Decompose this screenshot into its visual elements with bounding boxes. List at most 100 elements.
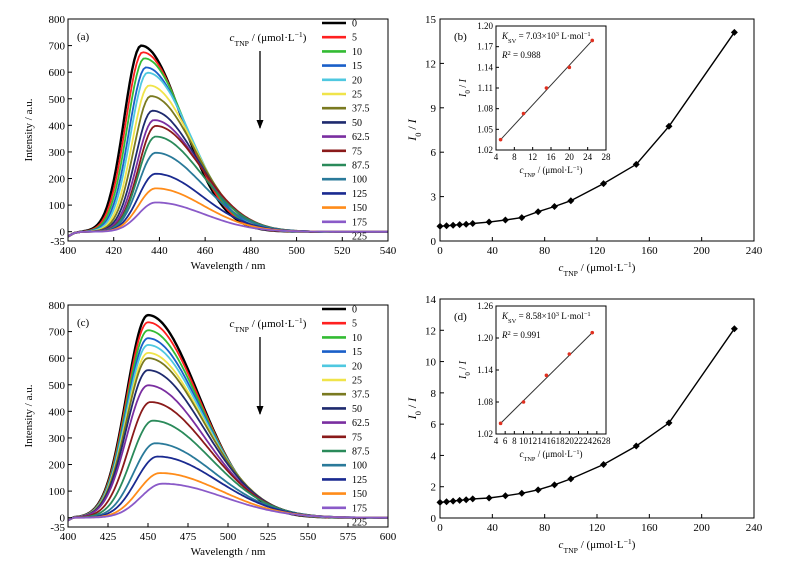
legend-entry: 37.5 [352, 104, 370, 115]
legend-entry: 25 [352, 376, 362, 387]
data-point [665, 419, 673, 427]
legend-entry: 75 [352, 432, 362, 443]
inset-x-tick-label: 28 [602, 436, 612, 446]
inset-x-tick-label: 12 [528, 436, 537, 446]
data-point [567, 197, 575, 205]
inset-x-tick-label: 16 [547, 152, 557, 162]
arrow-head [256, 406, 264, 415]
x-tick-label: 525 [260, 531, 277, 543]
y-tick-label: 600 [49, 67, 66, 79]
y-tick-label: 700 [49, 327, 66, 339]
data-point [436, 498, 444, 506]
data-point [501, 492, 509, 500]
inset-x-tick-label: 20 [565, 152, 575, 162]
inset-x-tick-label: 4 [494, 436, 499, 446]
data-point [632, 160, 640, 168]
x-tick-label: 0 [437, 245, 443, 257]
x-tick-label: 120 [589, 522, 606, 534]
fit-line [500, 40, 593, 141]
inset-x-axis-label: cTNP / (μmol·L−1) [520, 449, 583, 463]
ksv-annotation: KSV = 8.58×103 L·mol−1 [501, 311, 591, 325]
x-tick-label: 200 [693, 245, 710, 257]
inset-data-point [567, 65, 572, 70]
inset-frame [495, 25, 607, 151]
x-tick-label: 450 [140, 531, 157, 543]
legend-entry: 75 [352, 146, 362, 157]
x-tick-label: 40 [487, 522, 499, 534]
x-tick-label: 480 [243, 245, 260, 257]
data-point [462, 496, 470, 504]
legend-entry: 10 [352, 333, 362, 344]
data-point [443, 222, 451, 230]
spectrum-curve [67, 313, 388, 522]
inset-data-point [590, 330, 595, 335]
legend-entry: 62.5 [352, 132, 370, 143]
inset-data-point [544, 86, 549, 90]
data-point [485, 218, 493, 226]
x-tick-label: 425 [100, 531, 117, 543]
x-tick-label: 240 [746, 245, 763, 257]
y-tick-label: 600 [49, 353, 66, 365]
inset-y-tick-label: 1.02 [477, 145, 493, 155]
legend-entry: 62.5 [352, 418, 370, 429]
x-tick-label: 420 [105, 245, 122, 257]
y-axis-label: Intensity / a.u. [23, 98, 35, 161]
inset-x-tick-label: 16 [547, 436, 557, 446]
inset-data-point [590, 38, 595, 43]
inset-x-tick-label: 22 [574, 436, 583, 446]
inset-y-axis-label: I0 / I [458, 78, 472, 98]
x-axis-label: Wavelength / nm [191, 260, 266, 272]
data-point [449, 221, 457, 229]
y-tick-label: 6 [431, 419, 437, 431]
x-tick-label: 575 [340, 531, 357, 543]
panel-c: 400 425 450 475 500 525 550 575 6000100200300400… [23, 300, 397, 558]
panel-label: (b) [454, 31, 467, 43]
inset-data-point [498, 421, 503, 426]
legend-entry: 15 [352, 347, 362, 358]
legend-entry: 175 [352, 503, 367, 514]
y-tick-label: 12 [425, 325, 436, 337]
x-tick-label: 240 [746, 522, 763, 534]
data-point [730, 28, 738, 36]
y-tick-label: 12 [425, 58, 436, 70]
x-axis-label: cTNP / (μmol·L−1) [559, 260, 636, 278]
y-tick-label: 800 [49, 14, 66, 26]
data-point [462, 220, 470, 228]
inset-y-tick-label: 1.26 [477, 301, 493, 311]
x-tick-label: 500 [220, 531, 237, 543]
y-tick-label: 9 [431, 103, 437, 115]
inset-plot: 4 8 12 16 20 24 28 1.02 1.05 1.08 1.11 1.14 1.17 1.20… [458, 21, 611, 179]
y-tick-label: 8 [431, 388, 437, 400]
legend: 0 5 10 15 20 25 37.5 50 62.5 75 87.5 100 125 150 175 22… [322, 19, 370, 243]
legend-entry: 150 [352, 489, 367, 500]
concentration-annotation: cTNP / (μmol·L−1) [230, 30, 307, 48]
data-point [600, 461, 608, 469]
inset-x-tick-label: 20 [565, 436, 575, 446]
y-tick-label: -35 [50, 236, 65, 248]
y-tick-label: -35 [50, 522, 65, 534]
legend-entry: 87.5 [352, 161, 370, 172]
x-tick-label: 400 [60, 531, 77, 543]
inset-x-tick-label: 6 [503, 436, 508, 446]
y-tick-label: 200 [49, 174, 66, 186]
inset-y-tick-label: 1.14 [477, 365, 493, 375]
y-tick-label: 500 [49, 94, 66, 106]
legend-entry: 37.5 [352, 390, 370, 401]
panel-b: 0 40 80 120 160 200 240 0 3 6 9 12 15 cTNP / (μmol·L−… [405, 14, 763, 278]
legend: 0 5 10 15 20 25 37.5 50 62.5 75 87.5 100 125 150 175 22… [322, 305, 370, 529]
data-point [518, 214, 526, 222]
fit-line [500, 332, 593, 424]
inset-y-tick-label: 1.05 [477, 124, 493, 134]
panel-label: (c) [77, 317, 90, 329]
ksv-annotation: KSV = 7.03×103 L·mol−1 [501, 31, 591, 45]
inset-data-point [521, 111, 526, 116]
y-tick-label: 0 [431, 513, 437, 525]
y-tick-label: 200 [49, 460, 66, 472]
data-point [485, 494, 493, 502]
x-tick-label: 540 [380, 245, 397, 257]
data-line [439, 31, 735, 227]
panel-a: 400 420 440 460 480 500 520 5400100200300400500… [23, 14, 397, 272]
legend-entry: 20 [352, 75, 362, 86]
y-tick-label: 400 [49, 120, 66, 132]
inset-x-tick-label: 14 [537, 436, 547, 446]
